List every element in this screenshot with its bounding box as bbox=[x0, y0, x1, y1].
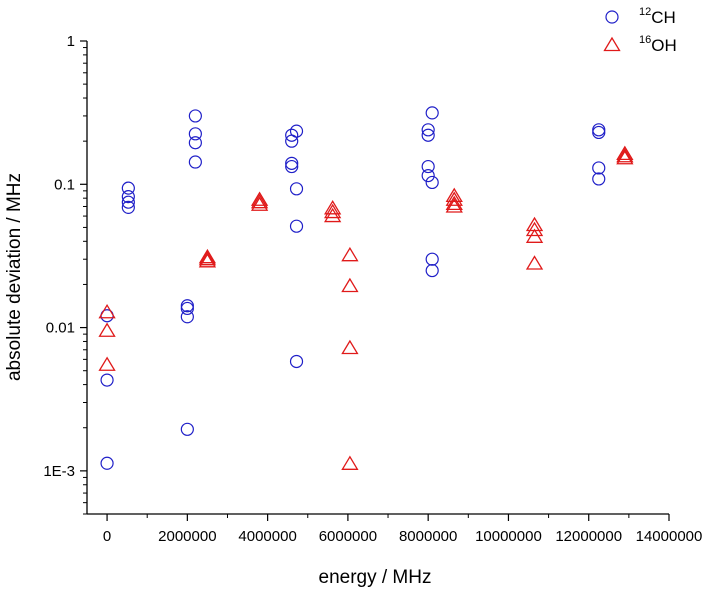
oh-point bbox=[323, 203, 342, 219]
ch-point bbox=[421, 168, 435, 183]
ch-point bbox=[592, 172, 606, 186]
oh-point bbox=[341, 246, 359, 262]
oh-point bbox=[525, 221, 544, 237]
legend-oh-label: 16OH bbox=[639, 34, 677, 55]
oh-point bbox=[616, 145, 634, 161]
oh-point bbox=[341, 339, 359, 355]
oh-point bbox=[198, 250, 217, 266]
ch-point bbox=[425, 263, 439, 278]
x-tick-label: 4000000 bbox=[238, 528, 296, 545]
legend-ch-marker bbox=[605, 10, 619, 24]
oh-point bbox=[323, 207, 342, 223]
x-axis-title: energy / MHz bbox=[319, 567, 432, 588]
oh-point bbox=[198, 253, 217, 268]
ch-point bbox=[592, 123, 606, 137]
x-tick-label: 2000000 bbox=[158, 528, 216, 545]
ch-point bbox=[285, 159, 299, 174]
ch-point bbox=[421, 159, 435, 174]
legend: 12CH 16OH bbox=[603, 6, 677, 55]
oh-point bbox=[98, 303, 116, 319]
oh-point bbox=[525, 255, 544, 270]
oh-point bbox=[445, 198, 463, 213]
oh-point bbox=[525, 228, 544, 243]
oh-point bbox=[616, 147, 634, 163]
x-tick-label: 8000000 bbox=[399, 528, 457, 545]
x-tick-label: 12000000 bbox=[555, 528, 622, 545]
oh-point bbox=[341, 455, 359, 470]
ch-point bbox=[188, 127, 202, 141]
oh-point bbox=[445, 191, 463, 206]
y-tick-label: 0.01 bbox=[46, 320, 75, 337]
ch-point bbox=[592, 125, 606, 140]
ch-point bbox=[180, 299, 194, 313]
ch-point bbox=[121, 181, 135, 195]
oh-point bbox=[616, 149, 634, 165]
oh-point bbox=[323, 200, 342, 215]
ch-point bbox=[188, 109, 202, 123]
ch-point bbox=[289, 124, 304, 138]
ch-point bbox=[285, 128, 299, 142]
ch-point bbox=[100, 456, 114, 470]
oh-point bbox=[198, 248, 217, 264]
oh-point bbox=[445, 187, 463, 203]
ch-point bbox=[289, 219, 304, 233]
ch-point bbox=[180, 310, 194, 324]
ch-point bbox=[180, 301, 194, 316]
y-tick-label: 1 bbox=[67, 33, 75, 50]
ch-point bbox=[100, 373, 114, 387]
ch-point bbox=[188, 136, 202, 150]
oh-point bbox=[250, 196, 269, 211]
ch-point bbox=[121, 195, 135, 209]
data-points bbox=[98, 106, 634, 470]
oh-point bbox=[98, 322, 116, 337]
ch-point bbox=[285, 156, 299, 170]
x-tick-label: 6000000 bbox=[319, 528, 377, 545]
y-axis-title: absolute deviation / MHz bbox=[4, 173, 25, 381]
legend-oh-marker bbox=[603, 36, 621, 52]
x-tick-label: 10000000 bbox=[475, 528, 542, 545]
axes: 0 2000000 4000000 6000000 8000000 10000000 120… bbox=[43, 33, 702, 545]
oh-point bbox=[98, 356, 116, 371]
ch-point bbox=[180, 422, 194, 436]
oh-point bbox=[250, 193, 269, 209]
y-tick-label: 0.1 bbox=[54, 176, 75, 193]
ch-point bbox=[188, 155, 202, 169]
ch-point bbox=[592, 161, 606, 175]
ch-point bbox=[425, 252, 439, 266]
ch-point bbox=[289, 354, 304, 369]
ch-point bbox=[121, 190, 135, 204]
oh-point bbox=[250, 191, 269, 206]
legend-ch-label: 12CH bbox=[639, 6, 676, 27]
ch-point bbox=[421, 123, 435, 137]
ch-point bbox=[425, 175, 439, 190]
y-tick-label: 1E-3 bbox=[43, 463, 75, 480]
x-tick-label: 0 bbox=[103, 528, 111, 545]
oh-point bbox=[445, 195, 463, 211]
oh-point bbox=[341, 277, 359, 293]
ch-point bbox=[425, 106, 439, 120]
x-tick-label: 14000000 bbox=[636, 528, 703, 545]
ch-point bbox=[121, 200, 135, 214]
ch-point bbox=[289, 182, 304, 196]
ch-point bbox=[421, 128, 435, 142]
